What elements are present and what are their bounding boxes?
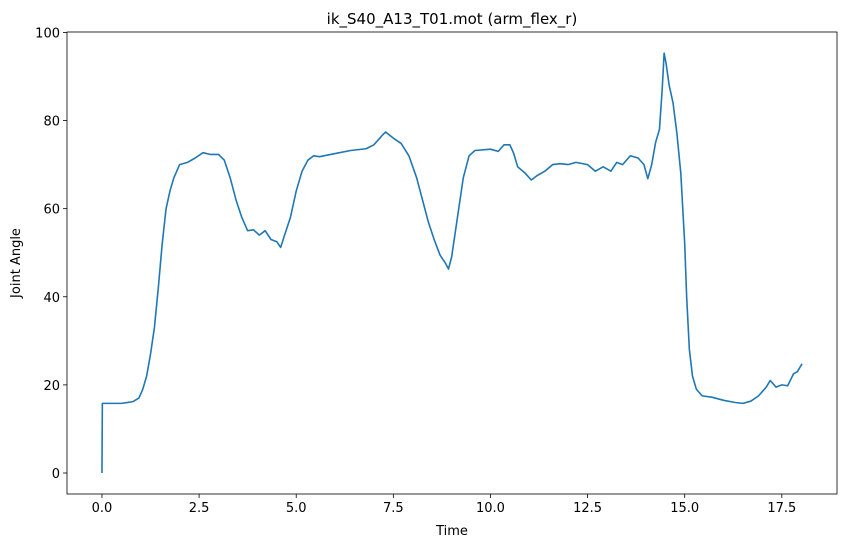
line — [101, 52, 803, 473]
x-tick-label: 10.0 — [476, 501, 505, 516]
x-tick-label: 15.0 — [670, 501, 699, 516]
plot-frame — [66, 31, 838, 495]
x-axis-label: Time — [435, 524, 468, 539]
x-tick-label: 17.5 — [767, 501, 796, 516]
y-tick-label: 80 — [43, 115, 60, 130]
x-tick-label: 2.5 — [189, 501, 210, 516]
y-tick-label: 20 — [43, 379, 60, 394]
y-tick-label: 100 — [35, 26, 60, 41]
y-axis-label: Joint Angle — [9, 228, 24, 299]
y-tick-label: 0 — [52, 467, 60, 482]
x-tick-label: 5.0 — [286, 501, 307, 516]
y-tick-label: 60 — [43, 203, 60, 218]
x-tick-label: 12.5 — [573, 501, 602, 516]
x-tick-label: 7.5 — [383, 501, 404, 516]
chart-title: ik_S40_A13_T01.mot (arm_flex_r) — [327, 10, 578, 29]
y-tick-label: 40 — [43, 291, 60, 306]
x-tick-label: 0.0 — [92, 501, 113, 516]
